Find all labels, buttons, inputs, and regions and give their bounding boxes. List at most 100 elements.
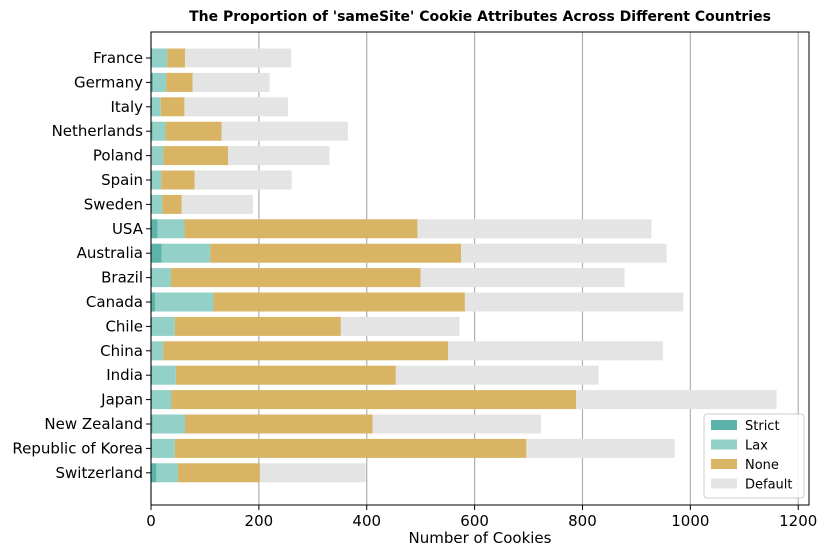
bar-default-new-zealand	[372, 414, 541, 434]
bar-strict-australia	[151, 243, 162, 263]
bar-strict-netherlands	[151, 121, 153, 141]
legend-label-strict: Strict	[745, 419, 780, 434]
bar-lax-usa	[157, 219, 185, 239]
bar-strict-france	[151, 48, 153, 68]
bar-none-france	[167, 48, 185, 68]
x-tick-label: 400	[352, 512, 381, 530]
bar-lax-sweden	[152, 194, 163, 214]
bar-lax-italy	[152, 97, 161, 117]
bar-default-china	[448, 341, 663, 361]
bar-default-australia	[461, 243, 667, 263]
bar-none-china	[163, 341, 449, 361]
y-tick-label: Spain	[101, 171, 143, 189]
bar-lax-republic-of-korea	[152, 438, 175, 458]
bar-default-italy	[184, 97, 288, 117]
bar-none-chile	[174, 316, 341, 336]
bar-strict-india	[151, 365, 153, 385]
bar-default-japan	[576, 390, 777, 410]
y-tick-label: Republic of Korea	[12, 439, 143, 457]
bar-lax-china	[151, 341, 164, 361]
y-axis: France Germany Italy Netherlands Poland Spain…	[12, 49, 151, 482]
bar-none-netherlands	[165, 121, 222, 141]
y-tick-label: Switzerland	[56, 464, 144, 482]
bar-none-india	[175, 365, 396, 385]
x-axis: 0 200 400 600 800 1000 1200	[146, 505, 817, 530]
bar-none-republic-of-korea	[174, 438, 527, 458]
bar-none-new-zealand	[184, 414, 373, 434]
bar-strict-republic-of-korea	[151, 438, 153, 458]
bar-none-australia	[210, 243, 462, 263]
bar-lax-france	[152, 48, 168, 68]
bar-none-switzerland	[177, 463, 260, 483]
legend: Strict Lax None Default	[703, 413, 805, 499]
y-tick-label: India	[106, 366, 143, 384]
legend-box	[703, 413, 805, 499]
bar-default-switzerland	[259, 463, 366, 483]
y-tick-label: Canada	[86, 293, 143, 311]
y-tick-label: Poland	[93, 147, 143, 165]
bar-lax-switzerland	[156, 463, 178, 483]
bar-none-japan	[171, 390, 577, 410]
y-tick-label: Chile	[105, 317, 143, 335]
x-axis-label: Number of Cookies	[409, 529, 552, 547]
bar-lax-poland	[151, 146, 164, 166]
bar-lax-india	[152, 365, 176, 385]
y-tick-label: Netherlands	[52, 122, 144, 140]
y-tick-label: Japan	[100, 391, 143, 409]
x-tick-label: 1200	[779, 512, 817, 530]
bar-default-chile	[340, 316, 460, 336]
bar-lax-netherlands	[152, 121, 166, 141]
bar-default-republic-of-korea	[526, 438, 675, 458]
plot-frame	[150, 31, 810, 506]
bar-lax-canada	[155, 292, 214, 312]
bar-default-sweden	[181, 194, 253, 214]
bar-lax-spain	[152, 170, 162, 190]
bar-strict-switzerland	[151, 463, 157, 483]
y-tick-label: New Zealand	[44, 415, 143, 433]
bar-default-canada	[464, 292, 684, 312]
bar-lax-germany	[153, 72, 167, 92]
bar-strict-brazil	[151, 268, 153, 288]
bar-strict-sweden	[151, 194, 153, 214]
legend-label-none: None	[745, 458, 779, 473]
y-tick-label: Sweden	[84, 195, 143, 213]
bar-none-italy	[160, 97, 185, 117]
bar-none-sweden	[162, 194, 182, 214]
x-tick-label: 600	[460, 512, 489, 530]
bar-default-germany	[192, 72, 270, 92]
legend-swatch-none	[711, 459, 737, 469]
y-tick-label: France	[93, 49, 143, 67]
bar-default-india	[395, 365, 599, 385]
bar-lax-australia	[161, 243, 211, 263]
bar-default-netherlands	[221, 121, 348, 141]
bar-none-canada	[213, 292, 465, 312]
y-tick-label: USA	[112, 220, 144, 238]
bar-strict-usa	[151, 219, 158, 239]
bar-strict-japan	[151, 390, 153, 410]
x-tick-label: 800	[568, 512, 597, 530]
bar-strict-chile	[151, 316, 153, 336]
bar-lax-japan	[152, 390, 172, 410]
bar-none-usa	[184, 219, 418, 239]
y-tick-label: Australia	[77, 244, 143, 262]
bar-lax-chile	[152, 316, 175, 336]
bar-none-brazil	[170, 268, 421, 288]
bar-lax-brazil	[152, 268, 171, 288]
legend-swatch-strict	[711, 420, 737, 430]
x-tick-label: 0	[146, 512, 156, 530]
legend-label-lax: Lax	[745, 439, 768, 454]
bar-default-france	[184, 48, 292, 68]
x-tick-label: 1000	[671, 512, 709, 530]
legend-swatch-lax	[711, 439, 737, 450]
x-tick-label: 200	[245, 512, 274, 530]
y-tick-label: Italy	[110, 98, 143, 116]
bar-default-brazil	[420, 268, 625, 288]
y-tick-label: Brazil	[101, 269, 143, 287]
bar-lax-new-zealand	[152, 414, 185, 434]
bars	[151, 48, 777, 483]
bar-default-usa	[417, 219, 652, 239]
bar-strict-italy	[151, 97, 153, 117]
bar-default-spain	[194, 170, 292, 190]
chart-title: The Proportion of 'sameSite' Cookie Attr…	[189, 9, 771, 25]
